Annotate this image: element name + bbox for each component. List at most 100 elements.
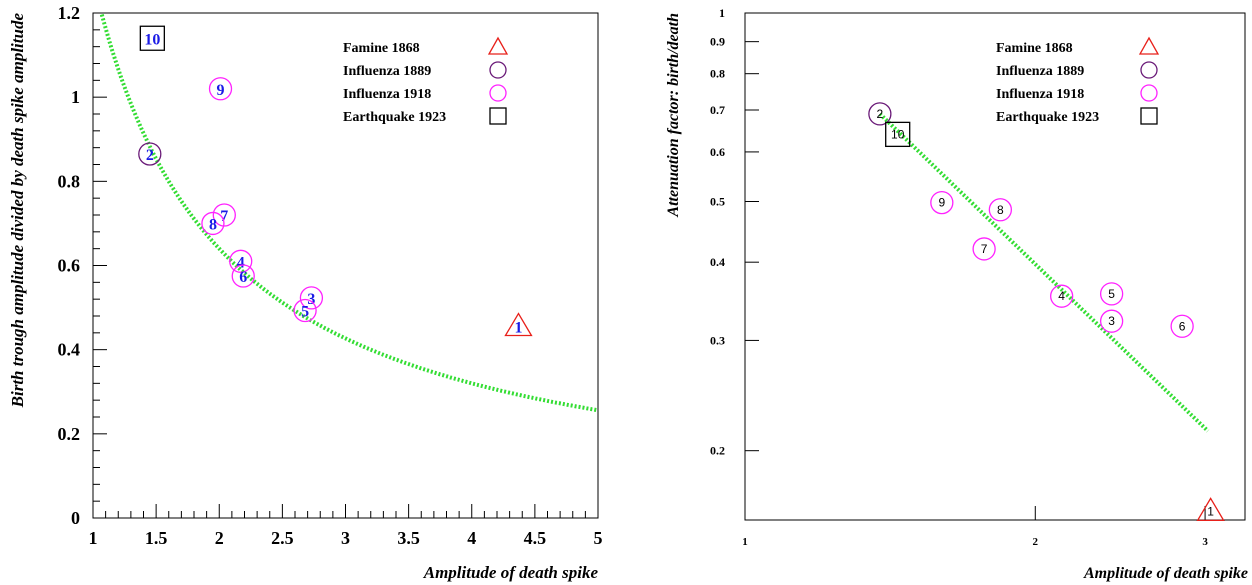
legend-label: Earthquake 1923 — [996, 110, 1099, 125]
x-tick-label: 4 — [467, 528, 476, 548]
data-point: 9 — [930, 190, 954, 215]
x-tick-label: 5 — [594, 528, 603, 548]
x-tick-label: 1 — [742, 536, 748, 548]
point-marker — [229, 249, 253, 273]
point-label: 3 — [307, 291, 315, 308]
data-point: 4 — [1050, 284, 1074, 308]
point-marker — [930, 190, 954, 215]
data-point: 3 — [299, 286, 324, 310]
point-label: 4 — [237, 254, 245, 271]
data-point: 8 — [201, 211, 225, 236]
point-marker — [1099, 282, 1124, 306]
y-tick-label: 0.2 — [58, 424, 81, 444]
data-point: 2 — [138, 142, 162, 166]
left-y-axis-title: Birth trough amplitude divided by death … — [8, 13, 27, 409]
point-marker — [1099, 309, 1124, 333]
legend-entry: Influenza 1918 — [343, 84, 507, 102]
point-label: 8 — [209, 216, 217, 233]
left-y-tick-labels: 0 0.2 0.4 0.6 0.8 1 1.2 — [58, 3, 81, 528]
right-fit-curve — [878, 112, 1210, 433]
y-tick-label: 1 — [719, 6, 725, 20]
right-y-axis-title: Attenuation factor: birth/death — [665, 13, 682, 218]
point-label: 9 — [938, 196, 945, 210]
x-tick-label: 1 — [89, 528, 98, 548]
left-fit-curve — [99, 14, 598, 413]
x-tick-label: 3 — [1202, 536, 1208, 548]
legend-entry: Earthquake 1923 — [996, 107, 1158, 125]
right-x-axis-title: Amplitude of death spike — [1083, 565, 1248, 582]
point-label: 5 — [301, 304, 309, 321]
point-label: 6 — [239, 269, 247, 286]
data-point: 5 — [1099, 282, 1124, 306]
point-label: 6 — [1179, 319, 1186, 333]
legend-entry: Influenza 1889 — [996, 61, 1158, 79]
point-label: 5 — [1108, 287, 1115, 301]
x-tick-label: 3.5 — [397, 528, 420, 548]
right-y-tick-labels: 0.2 0.3 0.4 0.5 0.6 0.7 0.8 0.9 1 — [710, 6, 725, 458]
legend-label: Influenza 1918 — [996, 87, 1084, 102]
point-label: 8 — [997, 203, 1004, 217]
data-point: 10 — [139, 25, 165, 51]
data-point: 7 — [972, 237, 996, 261]
legend-entry: Earthquake 1923 — [343, 107, 507, 125]
left-x-tick-labels: 1 1.5 2 2.5 3 3.5 4 4.5 5 — [89, 528, 603, 548]
legend-marker — [487, 36, 509, 55]
legend-marker — [1140, 61, 1158, 79]
legend-marker — [1140, 84, 1158, 102]
point-marker — [231, 264, 255, 288]
point-label: 1 — [514, 320, 522, 337]
y-tick-label: 0.6 — [58, 256, 81, 276]
left-x-axis-title: Amplitude of death spike — [423, 563, 599, 582]
y-tick-label: 0.2 — [710, 444, 725, 458]
x-tick-label: 4.5 — [524, 528, 547, 548]
y-tick-label: 0 — [71, 508, 80, 528]
y-tick-label: 0.3 — [710, 333, 725, 347]
point-label: 7 — [220, 208, 228, 225]
right-axis-ticks — [744, 12, 1206, 520]
x-tick-label: 2 — [1033, 536, 1039, 548]
point-label: 10 — [891, 127, 905, 141]
point-label: 7 — [981, 242, 988, 256]
legend-label: Influenza 1889 — [343, 64, 431, 79]
legend-entry: Famine 1868 — [996, 36, 1160, 56]
y-tick-label: 0.6 — [710, 145, 725, 159]
data-point: 3 — [1099, 309, 1124, 333]
point-marker — [1170, 314, 1194, 338]
right-legend: Famine 1868 Influenza 1889 Influenza 1918 E… — [996, 36, 1160, 125]
y-tick-label: 1.2 — [58, 3, 81, 23]
x-tick-label: 2.5 — [271, 528, 294, 548]
point-marker — [139, 25, 165, 51]
data-point: 1 — [504, 312, 533, 337]
point-marker — [293, 298, 317, 323]
point-marker — [885, 121, 911, 148]
y-tick-label: 0.4 — [710, 255, 725, 269]
left-chart: 1 1.5 2 2.5 3 3.5 4 4.5 5 0 0.2 0.4 0.6 0.8 1 1.2 1 2 3 4… — [8, 3, 603, 582]
point-marker — [1196, 497, 1225, 522]
right-data-points: 1 2 3 4 5 6 7 8 9 10 — [868, 102, 1225, 522]
point-marker — [201, 211, 225, 236]
point-label: 1 — [1207, 504, 1214, 518]
point-label: 10 — [144, 31, 160, 48]
data-point: 5 — [293, 298, 317, 323]
legend-marker — [489, 84, 507, 102]
point-marker — [299, 286, 324, 310]
data-point: 9 — [208, 77, 233, 101]
right-plot-frame — [744, 12, 1246, 521]
left-legend: Famine 1868 Influenza 1889 Influenza 1918 E… — [343, 36, 509, 125]
point-label: 2 — [877, 107, 884, 121]
legend-entry: Famine 1868 — [343, 36, 509, 56]
point-marker — [138, 142, 162, 166]
point-marker — [212, 203, 236, 227]
data-point: 1 — [1196, 497, 1225, 522]
point-marker — [972, 237, 996, 261]
legend-label: Influenza 1889 — [996, 64, 1084, 79]
point-marker — [208, 77, 233, 101]
data-point: 6 — [1170, 314, 1194, 338]
y-tick-label: 0.8 — [58, 171, 81, 191]
x-tick-label: 3 — [341, 528, 350, 548]
legend-marker — [1140, 107, 1158, 125]
y-tick-label: 0.7 — [710, 103, 725, 117]
point-label: 2 — [146, 147, 154, 164]
legend-entry: Influenza 1889 — [343, 61, 507, 79]
